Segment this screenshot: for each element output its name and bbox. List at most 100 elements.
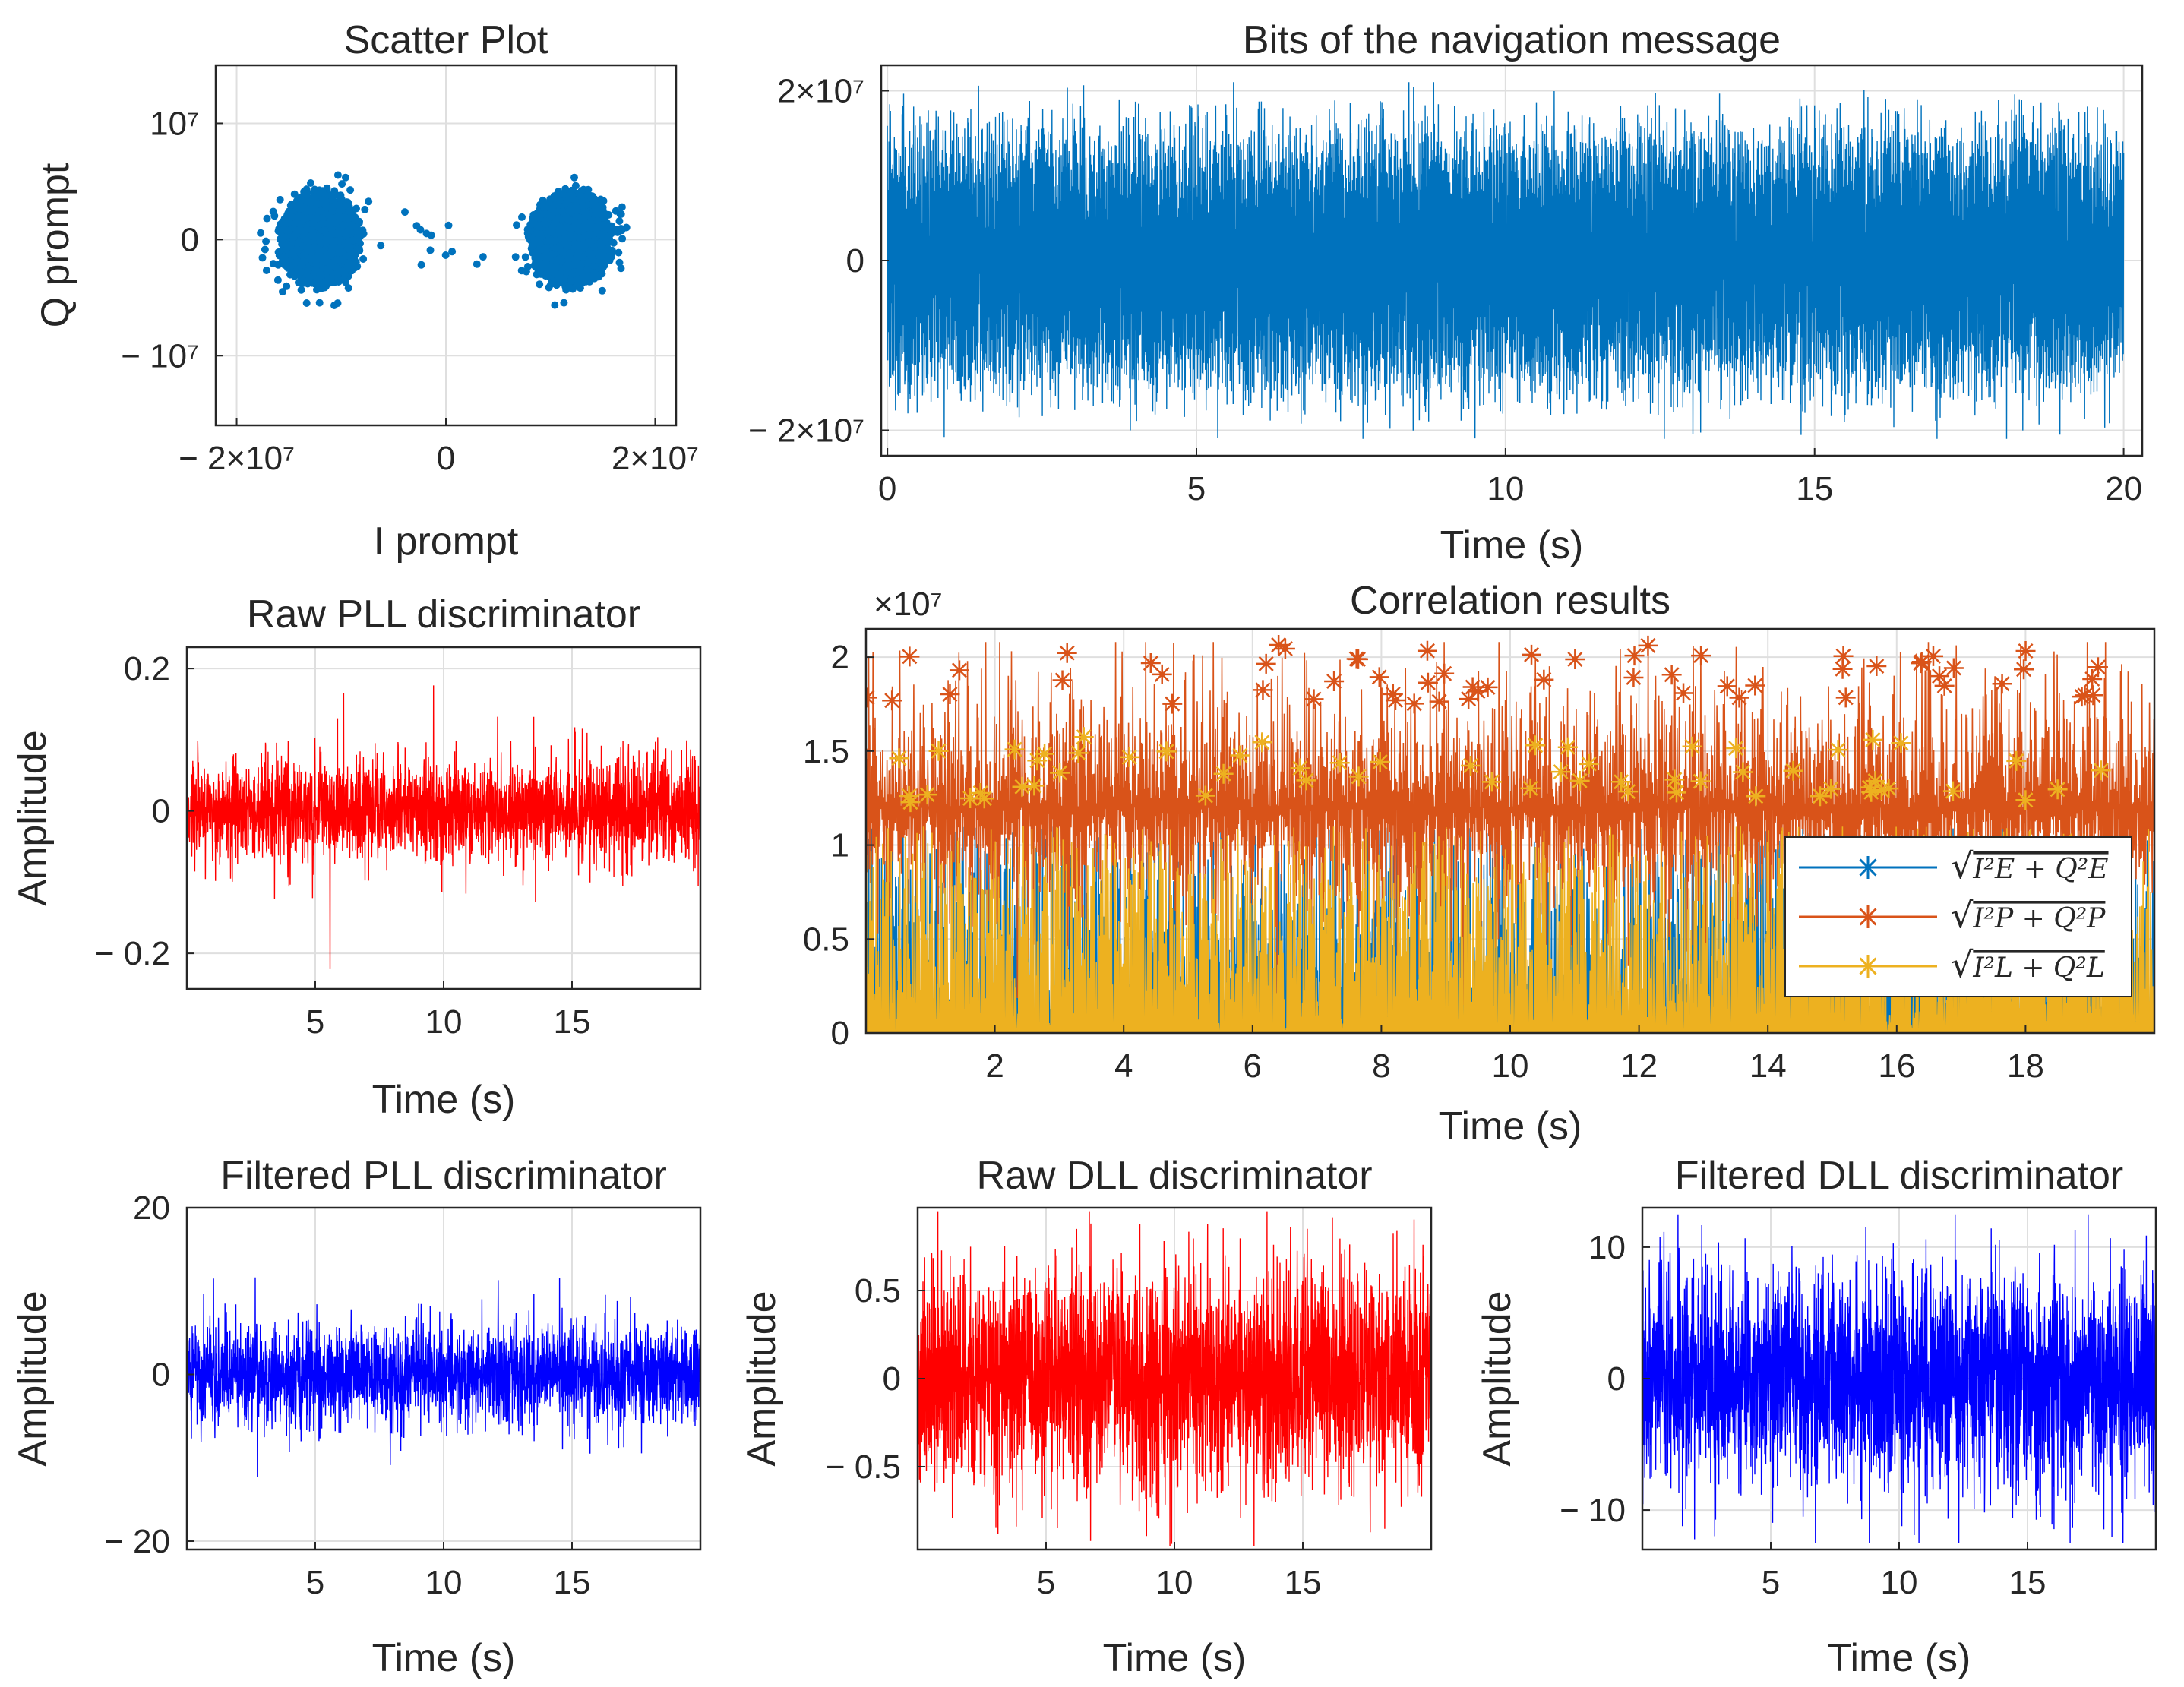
y-tick-label: − 10⁷ [121, 337, 199, 374]
scatter-point [308, 213, 315, 222]
scatter-point [279, 288, 286, 296]
scatter-point [615, 258, 624, 267]
x-axis-label: Time (s) [1440, 523, 1584, 567]
series-marker [1557, 737, 1578, 757]
x-tick-label: 4 [1114, 1047, 1133, 1085]
scatter-point [302, 236, 311, 245]
scatter-point [441, 251, 450, 259]
scatter-point [579, 225, 587, 233]
series-marker [2091, 760, 2111, 781]
scatter-point [560, 299, 568, 307]
y-tick-label: 0 [152, 1357, 170, 1394]
scatter-point [567, 270, 576, 278]
scatter-point [318, 187, 327, 195]
scatter-point [479, 253, 487, 261]
series-marker [1745, 675, 1765, 696]
scatter-point [324, 276, 333, 285]
x-tick-label: 2×10⁷ [612, 440, 699, 477]
scatter-point [297, 261, 305, 269]
scatter-point [337, 206, 346, 214]
legend: √I²E + Q²E √I²P + Q²P √I²L + Q²L [1784, 836, 2132, 997]
series-marker [1911, 653, 1931, 674]
y-tick-label: 1 [831, 827, 849, 864]
series-prompt [866, 635, 2154, 1033]
series-line [866, 642, 2154, 1033]
scatter-point [585, 272, 593, 280]
y-tick-label: 10⁷ [150, 105, 199, 142]
scatter-point [315, 233, 324, 242]
series-marker [1828, 740, 1848, 760]
series-marker [1385, 690, 1405, 710]
scatter-point [533, 238, 541, 245]
x-tick-label: 20 [2105, 470, 2142, 507]
scatter-point [583, 266, 592, 274]
scatter-point [582, 277, 589, 286]
series-line-dll_filt [1642, 1214, 2156, 1543]
scatter-point [321, 257, 329, 266]
chart-title: Scatter Plot [344, 18, 548, 62]
series-marker [1068, 743, 1089, 763]
series-marker [1253, 680, 1273, 700]
series-marker [1304, 689, 1324, 709]
scatter-point [573, 257, 581, 264]
series-marker [1871, 779, 1892, 800]
series-marker [970, 782, 991, 803]
data-layer [187, 685, 700, 969]
scatter-point [307, 207, 315, 215]
series-marker [1661, 665, 1682, 685]
scatter-point [554, 214, 562, 223]
y-axis-label: Amplitude [740, 1291, 784, 1466]
scatter-point [565, 216, 574, 225]
scatter-point [361, 205, 369, 213]
scatter-point [561, 185, 570, 193]
scatter-point [333, 171, 342, 179]
scatter-point [337, 191, 345, 200]
series-late [866, 727, 2154, 1033]
chart-rawpll: 5 10 15 − 0.2 0 0.2 Raw PLL discriminator Time … [11, 592, 702, 1122]
series-marker [1729, 687, 1749, 708]
scatter-point [591, 206, 599, 214]
scatter-point [274, 248, 283, 256]
series-marker [1156, 741, 1177, 762]
scatter-point [589, 256, 597, 264]
series-marker [940, 684, 960, 705]
scatter-point [346, 186, 355, 194]
series-marker [1478, 677, 1498, 697]
x-axis-label: I prompt [374, 520, 519, 564]
chart-scatter: − 2×10⁷ 0 2×10⁷ − 10⁷ 0 10⁷ Scatter Plot I prom… [33, 18, 699, 564]
scatter-point [558, 207, 566, 215]
scatter-point [617, 264, 625, 273]
x-tick-label: 5 [1762, 1564, 1780, 1601]
scatter-point [548, 228, 556, 236]
series-marker [1140, 653, 1161, 674]
scatter-point [598, 262, 606, 270]
x-tick-label: − 2×10⁷ [179, 440, 295, 477]
scatter-point [544, 237, 552, 245]
series-marker [1459, 689, 1479, 709]
data-layer [187, 1277, 700, 1477]
scatter-point [564, 263, 573, 271]
scatter-point [518, 213, 526, 221]
scatter-point [319, 220, 327, 228]
scatter-point [280, 253, 289, 261]
series-marker [1666, 782, 1686, 803]
series-marker [1004, 739, 1025, 760]
scatter-point [287, 213, 296, 221]
series-marker [899, 785, 919, 806]
scatter-point [315, 299, 324, 307]
series-marker [1073, 727, 1094, 747]
series-marker [949, 660, 969, 681]
x-axis-label: Time (s) [372, 1636, 516, 1680]
series-marker [2006, 750, 2027, 771]
series-marker [889, 748, 909, 769]
scatter-point [323, 267, 331, 276]
x-tick-label: 5 [1187, 470, 1206, 507]
series-marker [1861, 782, 1882, 802]
scatter-point [262, 267, 270, 274]
scatter-point [307, 179, 314, 187]
x-tick-label: 5 [306, 1003, 324, 1041]
scatter-point [513, 221, 520, 229]
scatter-point [552, 270, 560, 279]
y-tick-label: − 20 [104, 1523, 170, 1560]
chart-corr: 2 4 6 8 10 12 14 16 18 0 0.5 1 1.5 2 Correlation resul… [803, 579, 2156, 1148]
